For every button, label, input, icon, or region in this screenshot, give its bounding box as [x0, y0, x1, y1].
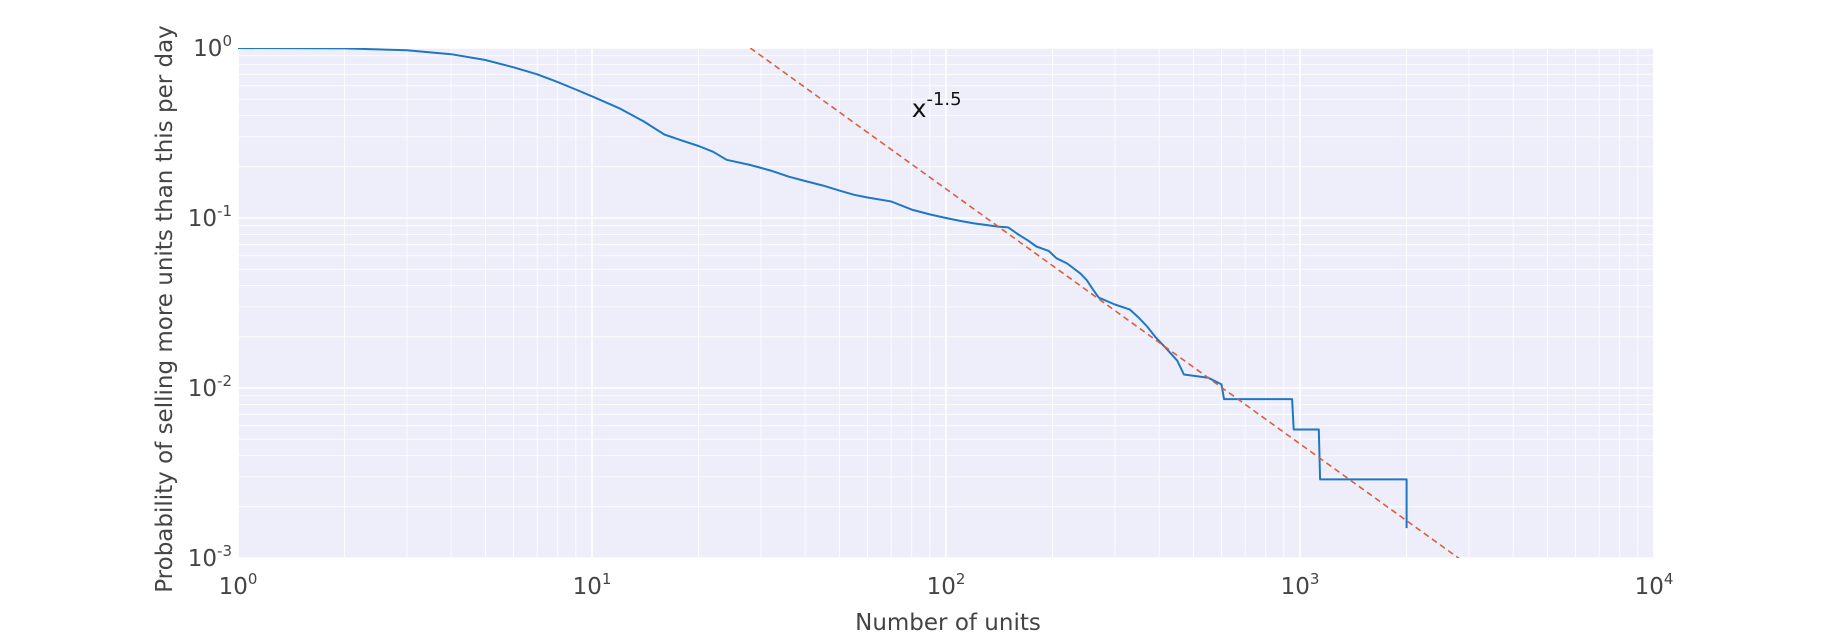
- x-tick-label: 101: [573, 570, 612, 600]
- annotation-base: x: [912, 94, 927, 123]
- x-axis-title: Number of units: [855, 610, 1041, 636]
- data-series-line: [238, 48, 1408, 529]
- annotation-layer: x-1.5: [912, 89, 962, 123]
- y-tick-label: 10-3: [188, 542, 232, 572]
- x-tick-label: 104: [1635, 570, 1674, 600]
- y-tick-label: 10-1: [188, 202, 232, 232]
- x-tick-label: 102: [927, 570, 966, 600]
- series-layer: [238, 48, 1460, 558]
- power-law-fit-line: [749, 48, 1460, 558]
- x-tick-label: 103: [1281, 570, 1320, 600]
- y-tick-label: 10-2: [188, 372, 232, 402]
- power-law-annotation: x-1.5: [912, 89, 962, 123]
- y-axis-title: Probability of selling more units than t…: [152, 25, 178, 593]
- y-tick-labels: 100 10-1 10-2 10-3: [188, 32, 232, 572]
- y-tick-label: 100: [193, 32, 232, 62]
- x-tick-label: 100: [219, 570, 258, 600]
- x-tick-labels: 100 101 102 103 104: [219, 570, 1674, 600]
- annotation-exponent: -1.5: [926, 89, 961, 110]
